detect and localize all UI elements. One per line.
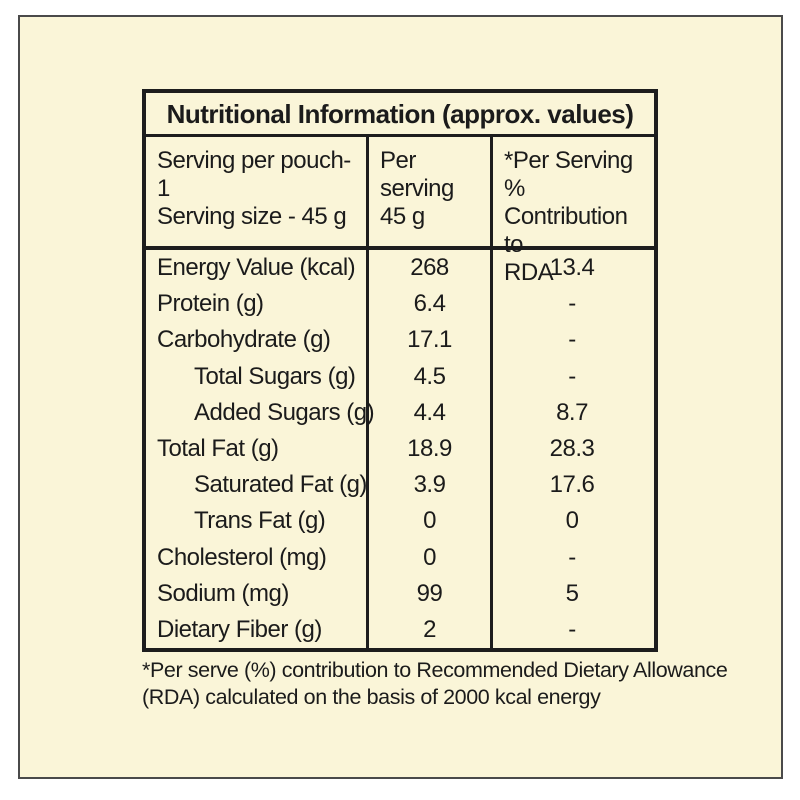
rda-value: - (568, 290, 576, 318)
header-line: RDA (504, 259, 554, 286)
label-panel: Nutritional Information (approx. values)… (18, 15, 783, 779)
table-title: Nutritional Information (approx. values) (146, 93, 654, 137)
footnote-line: *Per serve (%) contribution to Recommend… (142, 658, 728, 682)
per-serving-value: 18.9 (369, 430, 493, 468)
header-line: 45 g (380, 203, 425, 230)
nutrient-label: Trans Fat (g) (146, 503, 369, 540)
rda-value: - (568, 615, 576, 643)
header-serving-info: Serving per pouch-1 Serving size - 45 g (146, 137, 369, 246)
nutrient-label: Cholesterol (mg) (146, 539, 369, 576)
table-body: Energy Value (kcal) 268 13.4 Protein (g)… (146, 250, 654, 649)
per-serving-value: 99 (369, 575, 493, 612)
per-serving-value: 268 (369, 250, 493, 287)
nutrient-label: Added Sugars (g) (146, 394, 375, 431)
per-serving-value: 0 (369, 539, 493, 576)
table-row: Cholesterol (mg) 0 - (146, 539, 654, 576)
table-row: Trans Fat (g) 0 0 (146, 503, 654, 540)
per-serving-value: 4.4 (369, 394, 493, 431)
rda-value: - (568, 543, 576, 571)
table-row: Saturated Fat (g) 3.9 17.6 (146, 467, 654, 504)
nutrient-label: Dietary Fiber (g) (146, 611, 369, 649)
table-row: Protein (g) 6.4 - (146, 286, 654, 323)
header-line: Serving per pouch-1 (157, 147, 351, 202)
rda-value: 28.3 (549, 434, 595, 462)
header-line: Serving size - 45 g (157, 203, 347, 230)
header-rda-contribution: *Per Serving % Contribution to RDA (493, 137, 651, 286)
table-row: Sodium (mg) 99 5 (146, 575, 654, 612)
table-row: Dietary Fiber (g) 2 - (146, 611, 654, 649)
nutrient-label: Total Fat (g) (146, 430, 369, 468)
per-serving-value: 17.1 (369, 322, 493, 359)
rda-value: - (568, 326, 576, 354)
table-row: Added Sugars (g) 4.4 8.7 (146, 394, 654, 431)
table-row: Carbohydrate (g) 17.1 - (146, 322, 654, 359)
per-serving-value: 3.9 (369, 467, 493, 504)
per-serving-value: 2 (369, 611, 493, 649)
nutrient-label: Carbohydrate (g) (146, 322, 369, 359)
per-serving-value: 4.5 (369, 358, 493, 395)
header-line: Per serving (380, 147, 454, 202)
footnote-line: (RDA) calculated on the basis of 2000 kc… (142, 685, 601, 709)
table-header-row: Serving per pouch-1 Serving size - 45 g … (146, 137, 654, 286)
nutrient-label: Protein (g) (146, 286, 369, 323)
header-line: *Per Serving % (504, 147, 633, 202)
nutrient-label: Saturated Fat (g) (146, 467, 369, 504)
rda-value: 13.4 (549, 254, 595, 281)
rda-value: - (568, 362, 576, 390)
header-per-serving: Per serving 45 g (369, 137, 493, 246)
nutrient-label: Energy Value (kcal) (146, 250, 369, 287)
table-row: Energy Value (kcal) 268 13.4 (146, 250, 654, 287)
table-row: Total Fat (g) 18.9 28.3 (146, 430, 654, 468)
per-serving-value: 0 (369, 503, 493, 540)
header-line: Contribution to (504, 203, 628, 258)
nutrient-label: Sodium (mg) (146, 575, 369, 612)
rda-value: 8.7 (556, 398, 588, 426)
nutrition-table: Nutritional Information (approx. values)… (142, 89, 658, 653)
per-serving-value: 6.4 (369, 286, 493, 323)
rda-value: 5 (565, 579, 579, 607)
nutrient-label: Total Sugars (g) (146, 358, 369, 395)
rda-footnote: *Per serve (%) contribution to Recommend… (142, 657, 728, 711)
table-row: Total Sugars (g) 4.5 - (146, 358, 654, 395)
rda-value: 17.6 (549, 471, 595, 499)
rda-value: 0 (565, 507, 579, 535)
